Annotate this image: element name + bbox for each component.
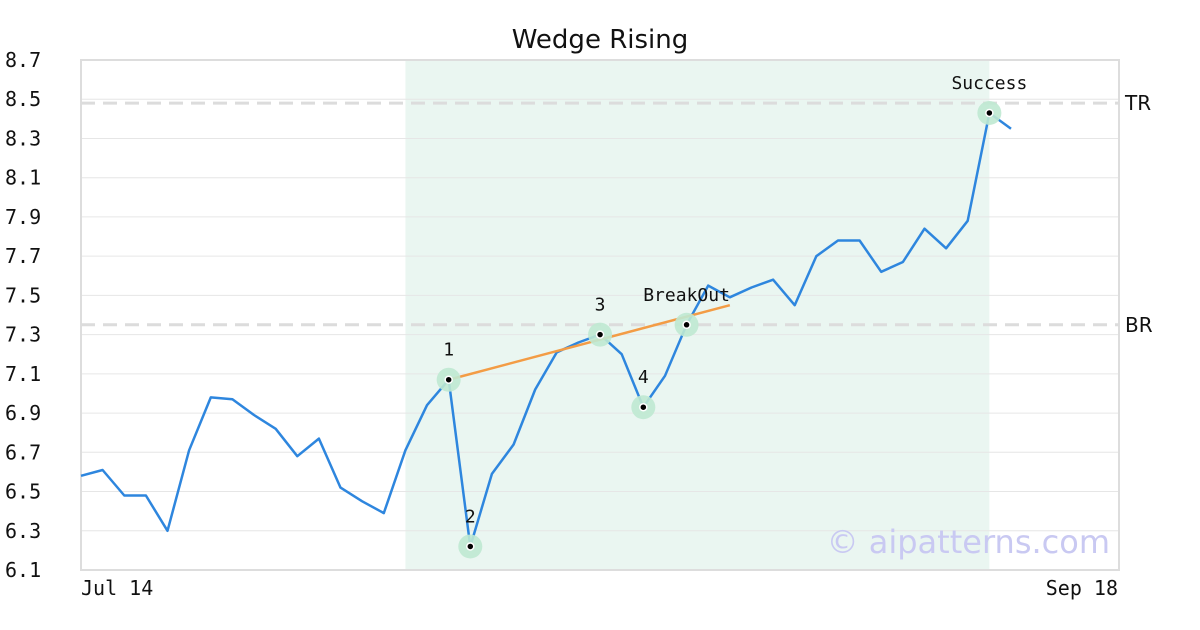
grid-layer — [80, 59, 1120, 571]
level-label-tr: TR — [1124, 91, 1151, 115]
event-breakout-dot — [682, 320, 691, 330]
pivot-label-2: 2 — [465, 506, 476, 527]
pivot-label-1: 1 — [443, 340, 454, 361]
y-tick-label: 8.5 — [5, 87, 41, 111]
text-layer: Wedge Rising Jul 14 Sep 18 © aipatterns.… — [5, 25, 1153, 600]
y-tick-label: 8.1 — [5, 166, 41, 190]
y-tick-label: 7.7 — [5, 244, 41, 268]
y-tick-label: 7.9 — [5, 205, 41, 229]
pivot-3-dot — [595, 330, 605, 339]
pivot-label-4: 4 — [638, 367, 649, 388]
markers-layer — [436, 100, 1002, 559]
watermark: © aipatterns.com — [827, 523, 1110, 561]
pivot-4-dot — [639, 402, 648, 412]
y-tick-label: 6.5 — [5, 480, 41, 504]
y-tick-label: 7.5 — [5, 283, 41, 307]
x-tick-start: Jul 14 — [81, 576, 153, 600]
event-success-dot — [985, 108, 994, 118]
pivot-1-dot — [444, 375, 453, 384]
pivot-2-dot — [466, 542, 475, 551]
event-label-breakout: BreakOut — [643, 285, 730, 306]
y-tick-label: 7.3 — [5, 323, 41, 347]
y-tick-label: 7.1 — [5, 362, 41, 386]
y-tick-label: 6.9 — [5, 401, 41, 425]
pivot-label-3: 3 — [595, 295, 606, 316]
y-tick-label: 6.3 — [5, 519, 41, 543]
y-tick-label: 8.3 — [5, 126, 41, 150]
y-tick-label: 8.7 — [5, 48, 41, 72]
price-series-line — [80, 111, 1012, 548]
event-label-success: Success — [951, 73, 1027, 94]
chart-title: Wedge Rising — [512, 25, 689, 55]
y-tick-label: 6.1 — [5, 558, 41, 582]
level-label-br: BR — [1125, 313, 1153, 337]
x-tick-end: Sep 18 — [1046, 576, 1118, 600]
y-tick-label: 6.7 — [5, 440, 41, 464]
plot-frame — [80, 59, 1120, 571]
